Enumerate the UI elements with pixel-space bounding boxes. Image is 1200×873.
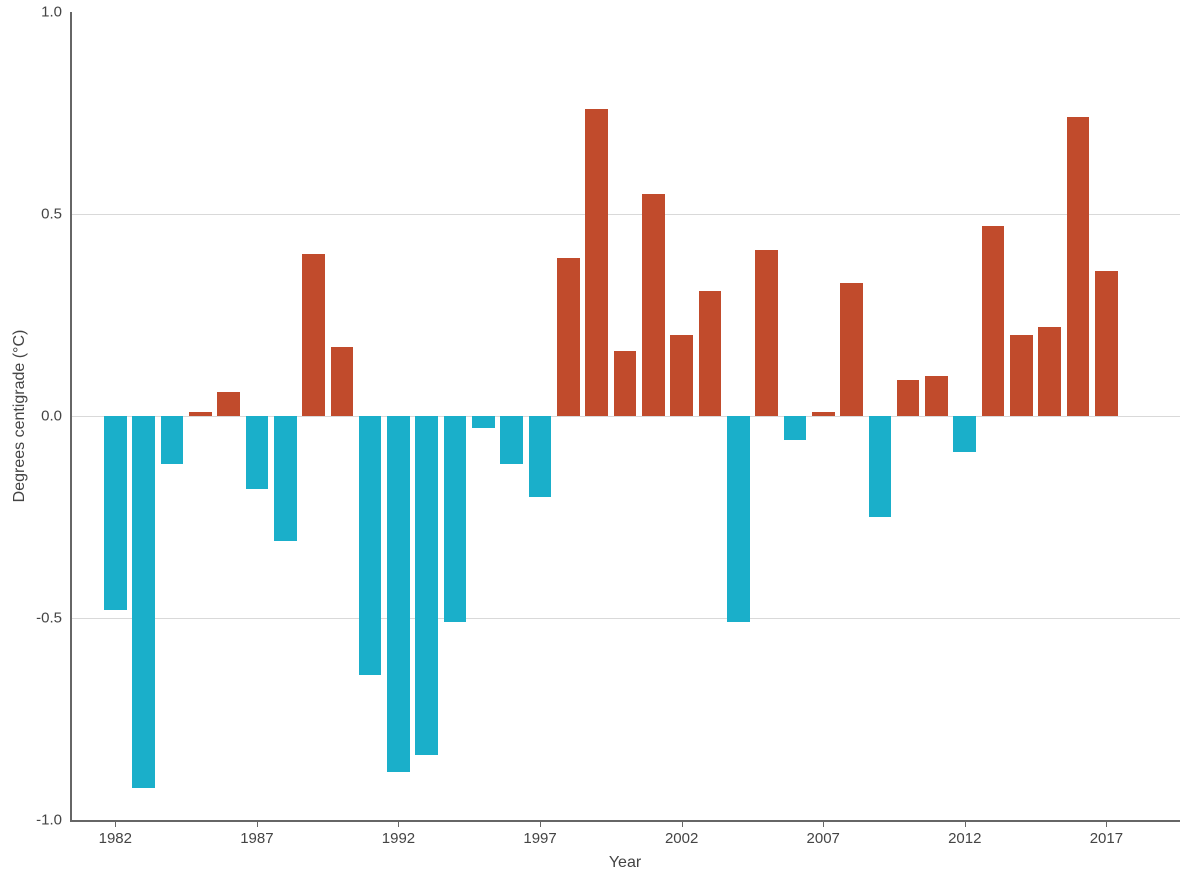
bar (614, 351, 637, 416)
bar (812, 412, 835, 416)
bar (161, 416, 184, 464)
x-tick-label: 1987 (240, 820, 273, 847)
x-tick-label: 2002 (665, 820, 698, 847)
bar (699, 291, 722, 416)
bar (557, 258, 580, 416)
bar (387, 416, 410, 772)
bar (585, 109, 608, 416)
bar (982, 226, 1005, 416)
bar (1067, 117, 1090, 416)
bar (840, 283, 863, 416)
x-tick-label: 2012 (948, 820, 981, 847)
bar (415, 416, 438, 755)
y-tick-label: 1.0 (41, 4, 70, 21)
y-tick-label: -1.0 (36, 812, 70, 829)
bar (1010, 335, 1033, 416)
bar (642, 194, 665, 416)
y-tick-label: -0.5 (36, 610, 70, 627)
bar (953, 416, 976, 452)
bar (472, 416, 495, 428)
bar (925, 376, 948, 416)
bar (217, 392, 240, 416)
x-axis-title: Year (609, 854, 641, 872)
bar (869, 416, 892, 517)
x-tick-label: 2007 (807, 820, 840, 847)
bar (132, 416, 155, 788)
bar (302, 254, 325, 416)
x-axis-line (70, 820, 1180, 822)
bar (500, 416, 523, 464)
bar (444, 416, 467, 622)
temperature-anomaly-bar-chart: -1.0 -0.5 0.0 0.5 1.0 1982 1987 1992 1997 2002 200… (0, 0, 1200, 873)
bar (359, 416, 382, 675)
x-tick-label: 2017 (1090, 820, 1123, 847)
y-axis-title: Degrees centigrade (°C) (11, 330, 29, 503)
y-axis-line (70, 12, 72, 820)
x-tick-label: 1982 (99, 820, 132, 847)
x-tick-label: 1992 (382, 820, 415, 847)
bar (189, 412, 212, 416)
bar (331, 347, 354, 416)
bar (274, 416, 297, 541)
bar (755, 250, 778, 416)
bar (784, 416, 807, 440)
bar (1038, 327, 1061, 416)
y-tick-label: 0.0 (41, 408, 70, 425)
gridline (70, 618, 1180, 619)
bar (529, 416, 552, 497)
bar (1095, 271, 1118, 416)
gridline (70, 416, 1180, 417)
gridline (70, 214, 1180, 215)
bar (104, 416, 127, 610)
bar (670, 335, 693, 416)
bar (246, 416, 269, 489)
bar (727, 416, 750, 622)
plot-area: -1.0-0.50.00.51.019821987199219972002200… (70, 12, 1180, 820)
x-tick-label: 1997 (523, 820, 556, 847)
y-tick-label: 0.5 (41, 206, 70, 223)
bar (897, 380, 920, 416)
